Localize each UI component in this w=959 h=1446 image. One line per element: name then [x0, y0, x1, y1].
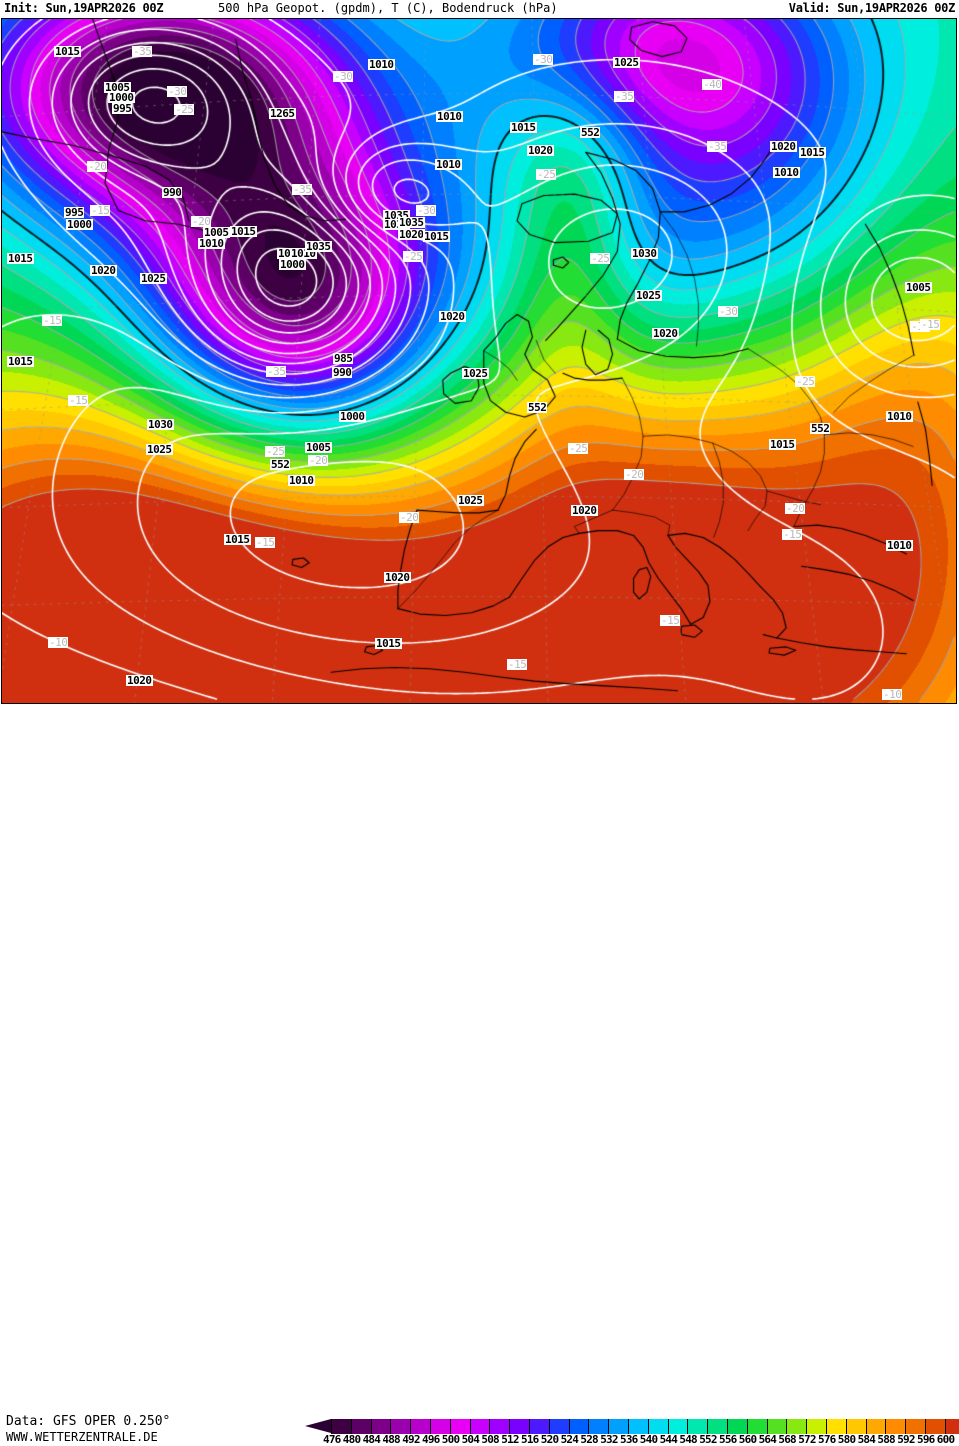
colorbar: 476 480 484 488 492 496 500 504 508 512 516 520 524 5… [305, 1419, 959, 1446]
colorbar-swatch [568, 1419, 589, 1434]
footer-data-source: Data: GFS OPER 0.250° [6, 1414, 171, 1429]
colorbar-swatch [627, 1419, 648, 1434]
header-product-title: 500 hPa Geopot. (gpdm), T (C), Bodendruc… [218, 1, 558, 15]
colorbar-swatch [331, 1419, 351, 1434]
colorbar-swatches [305, 1419, 959, 1434]
colorbar-swatch [845, 1419, 866, 1434]
colorbar-tick: 564 [758, 1433, 777, 1446]
colorbar-tick: 580 [837, 1433, 856, 1446]
colorbar-swatch [469, 1419, 490, 1434]
colorbar-tick: 524 [560, 1433, 579, 1446]
colorbar-tick: 540 [639, 1433, 658, 1446]
colorbar-tick: 516 [521, 1433, 539, 1446]
colorbar-tick: 596 [917, 1433, 935, 1446]
colorbar-swatch [726, 1419, 747, 1434]
colorbar-swatch [489, 1419, 510, 1434]
colorbar-tick: 500 [441, 1433, 460, 1446]
colorbar-swatch [667, 1419, 688, 1434]
colorbar-swatch [390, 1419, 411, 1434]
colorbar-tick: 576 [818, 1433, 836, 1446]
colorbar-tick: 544 [659, 1433, 678, 1446]
colorbar-swatch [885, 1419, 906, 1434]
colorbar-tick: 592 [897, 1433, 915, 1446]
colorbar-tick: 508 [481, 1433, 499, 1446]
colorbar-swatch [924, 1419, 945, 1434]
colorbar-tick: 552 [699, 1433, 717, 1446]
header-valid-time: Valid: Sun,19APR2026 00Z [788, 1, 956, 15]
footer-website: WWW.WETTERZENTRALE.DE [6, 1430, 158, 1444]
colorbar-tick: 504 [461, 1433, 480, 1446]
temperature-label: -10 [230, 703, 250, 704]
colorbar-swatch [825, 1419, 846, 1434]
colorbar-tick: 560 [738, 1433, 757, 1446]
colorbar-swatch [350, 1419, 371, 1434]
colorbar-tick: 488 [382, 1433, 400, 1446]
chart-footer: Data: GFS OPER 0.250° WWW.WETTERZENTRALE… [0, 705, 959, 1445]
colorbar-tick: 520 [540, 1433, 559, 1446]
colorbar-swatch [608, 1419, 628, 1434]
colorbar-swatch [588, 1419, 609, 1434]
colorbar-swatch [429, 1419, 450, 1434]
colorbar-swatch [687, 1419, 708, 1434]
colorbar-tick: 584 [857, 1433, 876, 1446]
colorbar-tick: 476 [323, 1433, 341, 1446]
colorbar-swatch [905, 1419, 925, 1434]
colorbar-swatch [647, 1419, 668, 1434]
colorbar-tick: 492 [402, 1433, 420, 1446]
colorbar-swatch [766, 1419, 787, 1434]
colorbar-swatch [509, 1419, 529, 1434]
colorbar-swatch [786, 1419, 807, 1434]
colorbar-swatch [548, 1419, 569, 1434]
colorbar-swatch [449, 1419, 470, 1434]
colorbar-tick: 548 [679, 1433, 697, 1446]
colorbar-swatch [528, 1419, 549, 1434]
colorbar-tick: 496 [422, 1433, 440, 1446]
colorbar-tick: 556 [719, 1433, 737, 1446]
map-canvas[interactable] [2, 19, 956, 703]
colorbar-swatch [944, 1419, 959, 1434]
colorbar-swatch [707, 1419, 727, 1434]
colorbar-tick: 532 [600, 1433, 618, 1446]
colorbar-swatch [746, 1419, 767, 1434]
colorbar-swatch [370, 1419, 391, 1434]
chart-header: Init: Sun,19APR2026 00Z 500 hPa Geopot. … [0, 0, 959, 18]
colorbar-tick: 568 [778, 1433, 796, 1446]
colorbar-tick: 512 [501, 1433, 519, 1446]
colorbar-left-cap [305, 1419, 331, 1433]
colorbar-tick: 480 [342, 1433, 361, 1446]
colorbar-swatch [410, 1419, 430, 1434]
weather-map[interactable]: 1015 1005 1000 995 1010 1025 1010 1015 1020 1020 1… [1, 18, 957, 704]
header-init-time: Init: Sun,19APR2026 00Z [4, 1, 164, 15]
colorbar-tick: 536 [620, 1433, 638, 1446]
colorbar-tick: 484 [362, 1433, 381, 1446]
colorbar-tick: 600 [936, 1433, 955, 1446]
colorbar-tick: 572 [798, 1433, 816, 1446]
colorbar-tick: 588 [877, 1433, 895, 1446]
colorbar-swatch [806, 1419, 826, 1434]
colorbar-tick: 528 [580, 1433, 598, 1446]
colorbar-swatch [865, 1419, 886, 1434]
